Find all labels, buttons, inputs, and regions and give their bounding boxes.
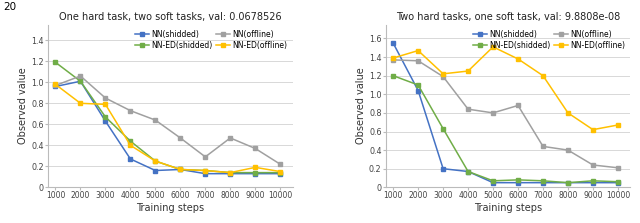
Line: NN-ED(shidded): NN-ED(shidded) xyxy=(53,60,282,175)
Legend: NN(shidded), NN-ED(shidded), NN(offline), NN-ED(offline): NN(shidded), NN-ED(shidded), NN(offline)… xyxy=(134,28,289,51)
NN-ED(offline) xyxy=(127,144,134,147)
NN(shidded) xyxy=(514,181,522,184)
NN-ED(offline) xyxy=(276,170,284,173)
NN(offline) xyxy=(514,104,522,107)
NN(offline) xyxy=(227,137,234,139)
NN-ED(offline) xyxy=(489,45,497,48)
NN-ED(offline) xyxy=(202,169,209,172)
Title: One hard task, two soft tasks, val: 0.0678526: One hard task, two soft tasks, val: 0.06… xyxy=(59,12,282,22)
NN(shidded) xyxy=(202,172,209,175)
NN-ED(shidded) xyxy=(439,127,447,130)
Text: 20: 20 xyxy=(3,2,17,12)
NN-ED(offline) xyxy=(152,160,159,162)
Line: NN-ED(offline): NN-ED(offline) xyxy=(53,82,282,175)
NN-ED(shidded) xyxy=(152,160,159,162)
NN-ED(offline) xyxy=(52,83,60,86)
NN-ED(shidded) xyxy=(52,61,60,64)
X-axis label: Training steps: Training steps xyxy=(136,203,204,213)
NN(shidded) xyxy=(564,181,572,184)
NN-ED(shidded) xyxy=(127,140,134,142)
NN-ED(shidded) xyxy=(539,180,547,182)
NN-ED(shidded) xyxy=(489,180,497,182)
NN(shidded) xyxy=(252,172,259,175)
NN(shidded) xyxy=(102,120,109,122)
NN-ED(offline) xyxy=(252,166,259,169)
NN(offline) xyxy=(539,145,547,148)
NN(offline) xyxy=(77,75,84,77)
NN(offline) xyxy=(464,108,472,111)
Y-axis label: Observed value: Observed value xyxy=(19,68,28,144)
NN(offline) xyxy=(414,60,422,62)
NN(shidded) xyxy=(127,158,134,160)
NN-ED(shidded) xyxy=(514,179,522,181)
NN-ED(offline) xyxy=(102,103,109,106)
NN-ED(offline) xyxy=(414,49,422,52)
NN-ED(offline) xyxy=(589,128,596,131)
NN-ED(offline) xyxy=(464,70,472,72)
NN(shidded) xyxy=(389,42,397,44)
NN(offline) xyxy=(589,164,596,166)
NN-ED(offline) xyxy=(177,168,184,171)
Line: NN(shidded): NN(shidded) xyxy=(391,41,620,185)
NN(offline) xyxy=(252,147,259,150)
Line: NN-ED(offline): NN-ED(offline) xyxy=(391,45,620,132)
NN(offline) xyxy=(177,137,184,139)
NN(offline) xyxy=(614,166,621,169)
NN-ED(shidded) xyxy=(614,180,621,183)
NN(shidded) xyxy=(177,168,184,171)
Y-axis label: Observed value: Observed value xyxy=(356,68,366,144)
NN-ED(shidded) xyxy=(102,116,109,118)
Line: NN(offline): NN(offline) xyxy=(391,58,620,170)
Legend: NN(shidded), NN-ED(shidded), NN(offline), NN-ED(offline): NN(shidded), NN-ED(shidded), NN(offline)… xyxy=(472,28,627,51)
NN(offline) xyxy=(564,149,572,151)
NN(offline) xyxy=(439,75,447,78)
NN(offline) xyxy=(102,97,109,99)
NN(shidded) xyxy=(276,172,284,175)
Line: NN-ED(shidded): NN-ED(shidded) xyxy=(391,73,620,185)
NN(offline) xyxy=(202,155,209,158)
NN(offline) xyxy=(152,119,159,122)
NN(shidded) xyxy=(614,181,621,184)
NN-ED(shidded) xyxy=(227,171,234,174)
NN-ED(offline) xyxy=(439,72,447,75)
NN(shidded) xyxy=(439,167,447,170)
NN-ED(shidded) xyxy=(177,168,184,171)
NN(shidded) xyxy=(77,80,84,83)
NN-ED(offline) xyxy=(77,102,84,105)
NN(shidded) xyxy=(152,169,159,172)
NN(offline) xyxy=(276,163,284,165)
NN-ED(offline) xyxy=(514,58,522,60)
Line: NN(shidded): NN(shidded) xyxy=(53,79,282,176)
Line: NN(offline): NN(offline) xyxy=(53,74,282,166)
NN(offline) xyxy=(389,59,397,61)
NN-ED(shidded) xyxy=(464,170,472,173)
NN(shidded) xyxy=(52,85,60,88)
NN-ED(shidded) xyxy=(389,74,397,77)
NN-ED(shidded) xyxy=(202,169,209,172)
NN-ED(shidded) xyxy=(77,80,84,83)
NN(shidded) xyxy=(489,181,497,184)
NN(shidded) xyxy=(589,181,596,184)
NN-ED(offline) xyxy=(539,74,547,77)
NN-ED(offline) xyxy=(614,124,621,126)
NN(offline) xyxy=(52,84,60,87)
NN-ED(shidded) xyxy=(276,171,284,174)
NN-ED(shidded) xyxy=(252,171,259,174)
NN(shidded) xyxy=(464,170,472,173)
Title: Two hard tasks, one soft task, val: 9.8808e-08: Two hard tasks, one soft task, val: 9.88… xyxy=(396,12,620,22)
NN(shidded) xyxy=(414,89,422,92)
NN(shidded) xyxy=(227,172,234,175)
NN(offline) xyxy=(489,112,497,114)
NN(shidded) xyxy=(539,181,547,184)
X-axis label: Training steps: Training steps xyxy=(474,203,542,213)
NN-ED(shidded) xyxy=(589,180,596,182)
NN-ED(offline) xyxy=(564,112,572,114)
NN-ED(offline) xyxy=(227,171,234,174)
NN(offline) xyxy=(127,109,134,112)
NN-ED(offline) xyxy=(389,57,397,59)
NN-ED(shidded) xyxy=(414,84,422,86)
NN-ED(shidded) xyxy=(564,181,572,184)
